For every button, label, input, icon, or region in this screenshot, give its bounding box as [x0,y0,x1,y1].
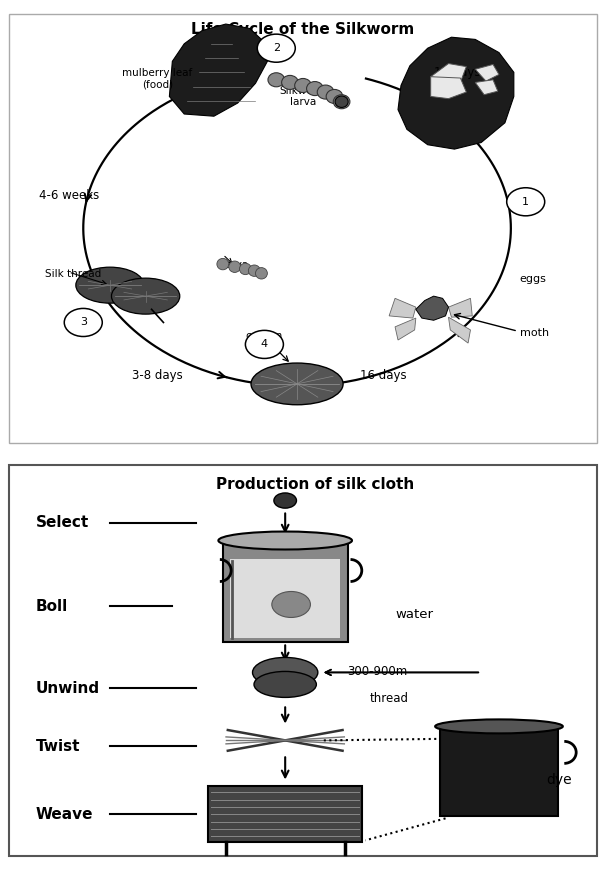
Text: larva: larva [222,261,248,270]
Text: Boll: Boll [36,599,68,614]
Ellipse shape [112,278,180,314]
Text: mulberry leaf
(food): mulberry leaf (food) [122,68,193,90]
Polygon shape [170,24,267,116]
Ellipse shape [248,265,260,276]
Ellipse shape [435,720,563,733]
Ellipse shape [326,90,343,103]
Text: 4: 4 [261,340,268,349]
Text: Unwind: Unwind [36,681,100,696]
Ellipse shape [333,95,350,109]
Ellipse shape [256,268,267,279]
Text: Weave: Weave [36,806,93,822]
Ellipse shape [218,532,352,549]
Text: 1: 1 [522,196,529,207]
Text: moth: moth [520,328,549,338]
Ellipse shape [335,96,348,108]
Ellipse shape [318,85,334,99]
Polygon shape [431,76,467,99]
Ellipse shape [76,267,144,303]
Text: Select: Select [36,515,89,530]
Ellipse shape [251,363,343,405]
Ellipse shape [295,78,311,92]
Text: Life Cycle of the Silkworm: Life Cycle of the Silkworm [191,22,415,36]
Polygon shape [448,298,472,317]
Circle shape [245,330,284,358]
Text: cocoon: cocoon [246,330,283,341]
Polygon shape [475,80,498,95]
Ellipse shape [274,493,296,508]
Text: 16 days: 16 days [360,368,407,381]
Text: 4-6 weeks: 4-6 weeks [39,189,99,202]
Text: dye: dye [547,773,572,787]
Text: 2: 2 [273,43,280,53]
Text: eggs: eggs [520,274,547,283]
Text: water: water [395,608,433,621]
Text: Silkworm
larva: Silkworm larva [279,86,327,107]
Ellipse shape [217,258,229,269]
FancyBboxPatch shape [9,466,597,856]
Ellipse shape [229,261,241,273]
Text: Twist: Twist [36,739,80,754]
Ellipse shape [253,658,318,687]
Polygon shape [431,63,467,83]
Ellipse shape [282,76,298,90]
Polygon shape [448,317,470,343]
Polygon shape [395,318,416,340]
Ellipse shape [307,82,323,96]
Polygon shape [398,37,514,149]
Text: thread: thread [370,693,408,706]
Text: 300-900m: 300-900m [347,666,407,679]
Text: 10 days: 10 days [434,66,480,79]
Ellipse shape [272,592,310,618]
Text: Production of silk cloth: Production of silk cloth [216,476,414,492]
Ellipse shape [254,672,316,698]
Text: 3-8 days: 3-8 days [132,368,183,381]
FancyBboxPatch shape [9,14,597,443]
Polygon shape [475,64,499,81]
Bar [208,786,362,842]
Ellipse shape [268,73,285,87]
Circle shape [258,34,295,63]
Bar [230,559,341,639]
Ellipse shape [239,263,251,275]
Polygon shape [389,298,416,318]
Polygon shape [416,296,448,321]
Bar [439,726,558,816]
Text: 3: 3 [80,317,87,328]
Circle shape [64,308,102,336]
Circle shape [507,188,545,216]
Text: Silk thread: Silk thread [45,269,101,279]
Bar [223,541,348,642]
